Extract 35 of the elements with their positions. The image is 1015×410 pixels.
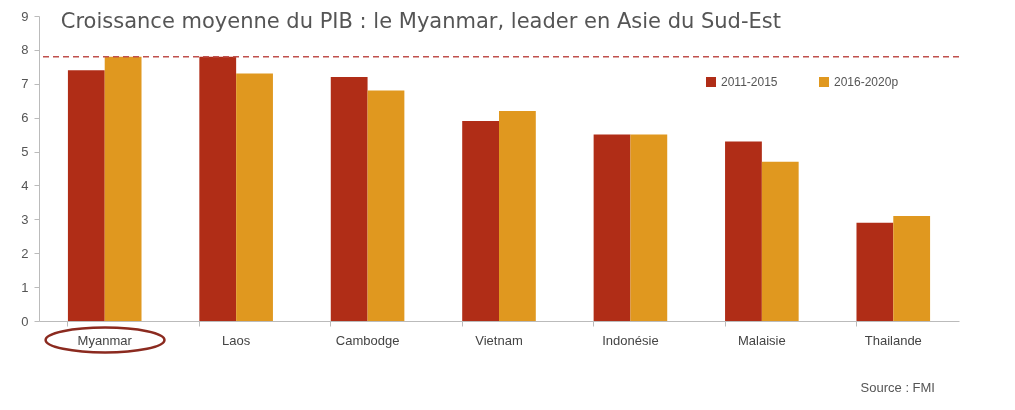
y-tick-label: 9 bbox=[21, 8, 29, 24]
x-tick-label: Thailande bbox=[864, 332, 922, 348]
source-note: Source : FMI bbox=[860, 380, 935, 395]
bar bbox=[893, 215, 931, 321]
bar bbox=[499, 110, 536, 321]
y-tick-label: 7 bbox=[21, 76, 29, 92]
bar bbox=[462, 121, 499, 321]
y-tick-label: 2 bbox=[21, 245, 29, 261]
y-tick-label: 3 bbox=[21, 211, 29, 227]
y-tick-label: 8 bbox=[21, 42, 29, 58]
bar bbox=[856, 222, 894, 321]
bar bbox=[761, 161, 799, 321]
y-tick-label: 6 bbox=[21, 110, 29, 126]
legend-label: 2011-2015 bbox=[721, 75, 778, 89]
bar bbox=[199, 56, 237, 321]
bar bbox=[67, 70, 105, 321]
x-tick-label: Laos bbox=[222, 332, 251, 348]
bar bbox=[367, 90, 405, 321]
bar bbox=[104, 56, 142, 321]
chart-title: Croissance moyenne du PIB : le Myanmar, leader en Asie du Sud-Est bbox=[60, 9, 781, 33]
bar bbox=[593, 134, 631, 321]
bar bbox=[725, 141, 762, 321]
x-tick-label: Vietnam bbox=[475, 332, 523, 348]
y-tick-label: 0 bbox=[21, 313, 29, 329]
y-tick-label: 5 bbox=[21, 144, 29, 160]
bar bbox=[236, 73, 273, 321]
y-tick-label: 4 bbox=[21, 177, 29, 193]
legend-label: 2016-2020p bbox=[834, 75, 899, 89]
bar bbox=[330, 77, 368, 321]
x-tick-label: Cambodge bbox=[335, 332, 400, 348]
x-tick-label: Myanmar bbox=[77, 332, 133, 348]
y-tick-label: 1 bbox=[21, 279, 29, 295]
bar bbox=[630, 134, 668, 321]
x-tick-label: Malaisie bbox=[738, 332, 786, 348]
x-tick-label: Indonésie bbox=[602, 332, 659, 348]
